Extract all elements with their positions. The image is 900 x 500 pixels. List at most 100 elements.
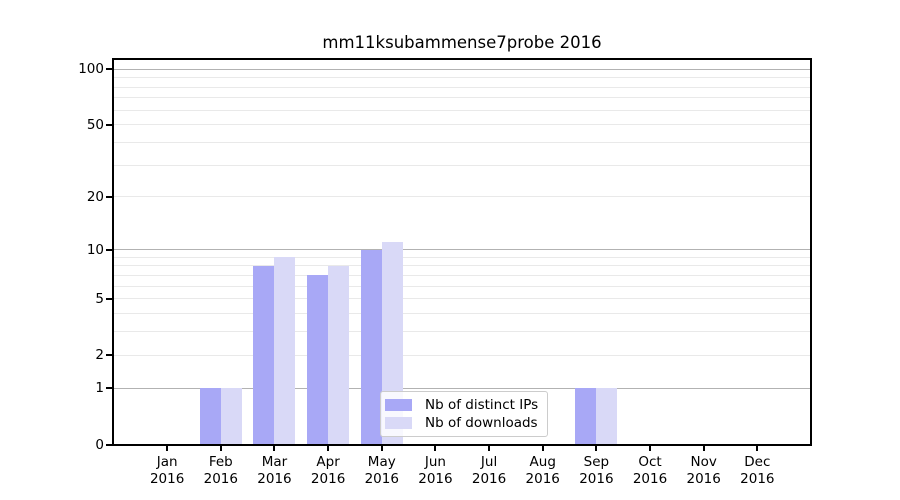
x-tick-label-apr: Apr 2016 [302, 454, 354, 487]
x-tick-year: 2016 [418, 470, 453, 487]
x-tick-jan [166, 446, 169, 451]
y-tick-label-50: 50 [86, 116, 104, 133]
gridline-minor-y6 [114, 285, 810, 287]
x-tick-sep [595, 446, 598, 451]
x-tick-month: Oct [638, 454, 662, 470]
y-tick-label-2: 2 [95, 347, 104, 364]
y-tick-label-1: 1 [95, 380, 104, 397]
gridline-minor-y70 [114, 97, 810, 99]
y-tick-10 [106, 248, 112, 251]
x-tick-year: 2016 [149, 470, 185, 487]
bar-downloads-apr [328, 265, 350, 444]
y-tick-5 [106, 297, 112, 300]
gridline-minor-y50 [114, 124, 810, 126]
x-tick-month: Sep [583, 454, 610, 470]
y-tick-20 [106, 195, 112, 198]
gridline-minor-y5 [114, 298, 810, 300]
gridline-minor-y3 [114, 331, 810, 333]
y-tick-label-0: 0 [95, 436, 104, 453]
bar-distinct-ips-sep [575, 388, 597, 444]
y-tick-label-100: 100 [78, 61, 104, 78]
y-tick-label-20: 20 [86, 188, 104, 205]
chart-title: mm11ksubammense7probe 2016 [322, 33, 602, 52]
x-tick-aug [541, 446, 544, 451]
x-tick-label-jan: Jan 2016 [141, 454, 193, 487]
legend-swatch-distinct-ips [385, 398, 412, 411]
legend-row-downloads: Nb of downloads [385, 415, 541, 431]
bar-distinct-ips-apr [307, 275, 329, 444]
gridline-minor-y60 [114, 109, 810, 111]
legend-label-distinct-ips: Nb of distinct IPs [425, 396, 539, 413]
x-tick-year: 2016 [525, 470, 560, 487]
bar-distinct-ips-may [360, 249, 382, 444]
x-tick-month: Jul [480, 454, 498, 470]
x-tick-dec [756, 446, 759, 451]
legend-label-downloads: Nb of downloads [425, 415, 538, 432]
bar-distinct-ips-mar [253, 265, 275, 444]
x-tick-month: Dec [744, 454, 771, 470]
x-tick-label-may: May 2016 [356, 454, 408, 487]
x-tick-apr [327, 446, 330, 451]
x-tick-label-feb: Feb 2016 [195, 454, 247, 487]
bar-distinct-ips-feb [199, 388, 221, 444]
x-tick-year: 2016 [310, 470, 346, 487]
x-tick-year: 2016 [257, 470, 292, 487]
gridline-major-y1 [114, 387, 810, 389]
gridline-minor-y2 [114, 354, 810, 356]
legend-swatch-downloads [385, 417, 412, 430]
x-tick-month: Aug [529, 454, 556, 470]
x-tick-year: 2016 [632, 470, 668, 487]
gridline-minor-y9 [114, 256, 810, 258]
x-tick-oct [649, 446, 652, 451]
y-tick-50 [106, 123, 112, 126]
gridline-minor-y40 [114, 142, 810, 144]
y-tick-100 [106, 68, 112, 71]
y-tick-label-5: 5 [95, 290, 104, 307]
y-tick-2 [106, 354, 112, 357]
x-tick-label-nov: Nov 2016 [678, 454, 730, 487]
gridline-minor-y30 [114, 164, 810, 166]
x-tick-year: 2016 [203, 470, 238, 487]
x-tick-month: Jan [156, 454, 178, 470]
x-tick-month: Apr [316, 454, 340, 470]
x-tick-label-dec: Dec 2016 [731, 454, 783, 487]
x-tick-label-jul: Jul 2016 [463, 454, 515, 487]
x-tick-month: Mar [261, 454, 288, 470]
bar-downloads-feb [220, 388, 242, 444]
gridline-minor-y8 [114, 265, 810, 267]
x-tick-label-oct: Oct 2016 [624, 454, 676, 487]
x-tick-month: Nov [690, 454, 717, 470]
x-tick-nov [702, 446, 705, 451]
x-tick-month: Feb [208, 454, 233, 470]
bar-downloads-sep [596, 388, 618, 444]
x-tick-jun [434, 446, 437, 451]
x-tick-may [380, 446, 383, 451]
legend-row-distinct-ips: Nb of distinct IPs [385, 397, 541, 413]
y-tick-0 [106, 443, 112, 446]
x-tick-year: 2016 [579, 470, 614, 487]
gridline-major-y100 [114, 68, 810, 70]
x-tick-label-aug: Aug 2016 [517, 454, 569, 487]
x-tick-label-sep: Sep 2016 [570, 454, 622, 487]
gridline-major-y10 [114, 249, 810, 251]
x-tick-label-jun: Jun 2016 [409, 454, 461, 487]
y-tick-1 [106, 387, 112, 390]
x-tick-year: 2016 [471, 470, 507, 487]
x-tick-feb [219, 446, 222, 451]
gridline-minor-y4 [114, 313, 810, 315]
x-tick-year: 2016 [364, 470, 399, 487]
gridline-minor-y7 [114, 274, 810, 276]
x-tick-label-mar: Mar 2016 [248, 454, 300, 487]
gridline-minor-y20 [114, 196, 810, 198]
gridline-minor-y90 [114, 77, 810, 79]
x-tick-month: Jun [424, 454, 446, 470]
x-tick-month: May [367, 454, 396, 470]
bar-downloads-mar [274, 257, 296, 444]
y-tick-label-10: 10 [86, 241, 104, 258]
x-tick-year: 2016 [686, 470, 721, 487]
x-tick-mar [273, 446, 276, 451]
x-tick-year: 2016 [740, 470, 775, 487]
legend: Nb of distinct IPs Nb of downloads [380, 391, 548, 437]
